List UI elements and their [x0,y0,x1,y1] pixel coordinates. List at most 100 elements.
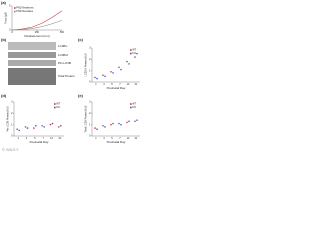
y-axis-label: Total LC3B Protein (AU) [85,105,88,132]
x-tick-label: 0 [11,31,13,34]
x-tick-label: 14 [127,137,130,140]
legend-label: KO [132,52,136,55]
point [58,126,60,128]
blot-band [8,68,56,85]
y-tick-label: 3 [89,47,91,50]
y-tick-label: 5 [9,5,11,8]
line-series [11,10,63,31]
panel-label: (a) [1,0,7,5]
legend-label: PND Newborns [16,7,34,10]
point [102,74,104,76]
x-tick-label: 14 [127,83,130,86]
point [94,76,96,79]
point [126,121,128,124]
blot-band [8,60,56,66]
x-tick-label: 1 [95,137,97,140]
x-tick-label: 7 [119,83,121,86]
x-tick-label: 5 [111,137,113,140]
point [43,126,45,128]
x-tick-label: 3 [103,137,105,140]
y-tick-label: 3 [11,101,13,104]
legend-label: WT [132,49,136,52]
legend-label: KO [56,106,60,109]
y-tick-label: 3 [89,101,91,104]
watermark: © WILEY [2,147,19,152]
y-tick-label: 2 [89,112,91,115]
x-tick-label: 21 [135,137,138,140]
point [51,122,54,125]
y-tick-label: 1 [11,123,13,126]
y-axis-label: LC3B-II Protein (AU) [85,53,88,76]
point [128,63,130,65]
x-tick-label: 1 [95,83,97,86]
point [35,125,37,127]
legend-label: KO [132,106,136,109]
panel-label: (b) [1,37,7,42]
legend-swatch [130,52,132,55]
figure: (a) (b) (c) (d) (e) LC3B-I LC3B-II Pin-L… [0,0,150,154]
blot-label: Total Protein [58,74,75,78]
point [94,127,96,129]
y-tick-label: 1 [89,69,91,72]
legend-swatch [130,49,132,51]
point [134,56,136,58]
y-tick-label: 0 [11,135,13,138]
y-tick-label: 2 [11,112,13,115]
point [136,119,138,121]
x-tick-label: 3 [26,137,28,140]
point [96,128,98,130]
blot-band [8,52,56,58]
blot-label: LC3B-I [58,44,68,48]
x-tick-label: 7 [42,137,44,140]
legend-swatch [130,106,132,109]
y-tick-label: 0 [89,135,91,138]
x-axis-label: Postnatal Day [30,140,49,144]
blot-label: Pin-LC3B [58,61,71,65]
point [26,127,29,129]
y-tick-label: 2 [89,58,91,61]
legend-swatch [54,106,56,109]
point [18,129,20,132]
point [60,125,62,127]
panel-label: (e) [78,93,84,98]
point [104,75,106,78]
x-tick-label: 1 [17,137,19,140]
legend-swatch [14,10,16,13]
legend-swatch [14,7,16,9]
point [136,52,138,55]
x-tick-label: 14 [50,137,53,140]
x-tick-label: 3 [103,83,105,86]
line-series [11,20,63,31]
point [110,71,112,73]
x-tick-label: 250 [35,31,40,34]
x-axis-label: Postnatal Day [107,86,126,90]
x-tick-label: 5 [34,137,36,140]
point [16,128,18,130]
point [102,125,104,127]
legend-label: PND Neonates [16,10,33,13]
y-tick-label: 1 [89,123,91,126]
x-axis-label: Postnatal Day [107,140,126,144]
y-axis-label: Pin-LC3B Protein (AU) [7,106,10,131]
x-tick-label: 7 [119,137,121,140]
point [118,122,120,125]
x-tick-label: 21 [135,83,138,86]
point [110,123,112,126]
x-tick-label: 500 [60,31,65,34]
x-axis-label: Displacement (nm) [24,34,49,38]
legend-swatch [130,103,132,105]
point [24,126,27,128]
point [33,127,35,129]
point [112,72,114,74]
point [134,120,136,123]
panel-label: (c) [78,37,84,42]
point [120,123,122,126]
point [41,125,43,127]
blot-label: LC3B-II [58,53,68,57]
y-tick-label: 0 [89,81,91,84]
point [49,123,52,126]
point [118,66,120,69]
x-tick-label: 5 [111,83,113,86]
point [128,120,130,123]
point [96,77,98,80]
